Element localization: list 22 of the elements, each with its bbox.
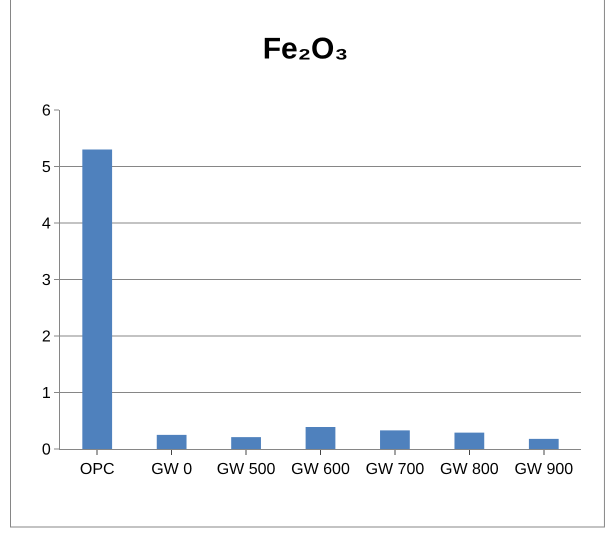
y-tick-label: 3 <box>42 272 51 290</box>
x-tick-label: OPC <box>80 461 115 478</box>
chart-title: Fe₂O₃ <box>262 32 348 66</box>
bar <box>82 150 112 449</box>
y-tick-label: 2 <box>42 328 51 346</box>
y-tick-label: 5 <box>42 159 51 176</box>
x-tick-label: GW 0 <box>151 461 192 478</box>
bar <box>306 426 336 449</box>
x-tick-label: GW 700 <box>366 461 424 478</box>
bar <box>454 432 484 449</box>
y-tick-label: 6 <box>42 102 51 120</box>
bar <box>231 437 261 449</box>
x-tick-label: GW 600 <box>291 461 350 478</box>
x-tick-label: GW 900 <box>514 461 574 478</box>
y-tick-label: 0 <box>42 442 51 459</box>
y-tick-label: 1 <box>42 385 51 402</box>
y-tick-label: 4 <box>42 216 51 233</box>
x-tick-label: GW 500 <box>216 461 276 478</box>
bar <box>156 434 187 449</box>
x-tick-label: GW 800 <box>440 461 499 478</box>
bar <box>528 438 559 449</box>
bar <box>380 430 410 449</box>
